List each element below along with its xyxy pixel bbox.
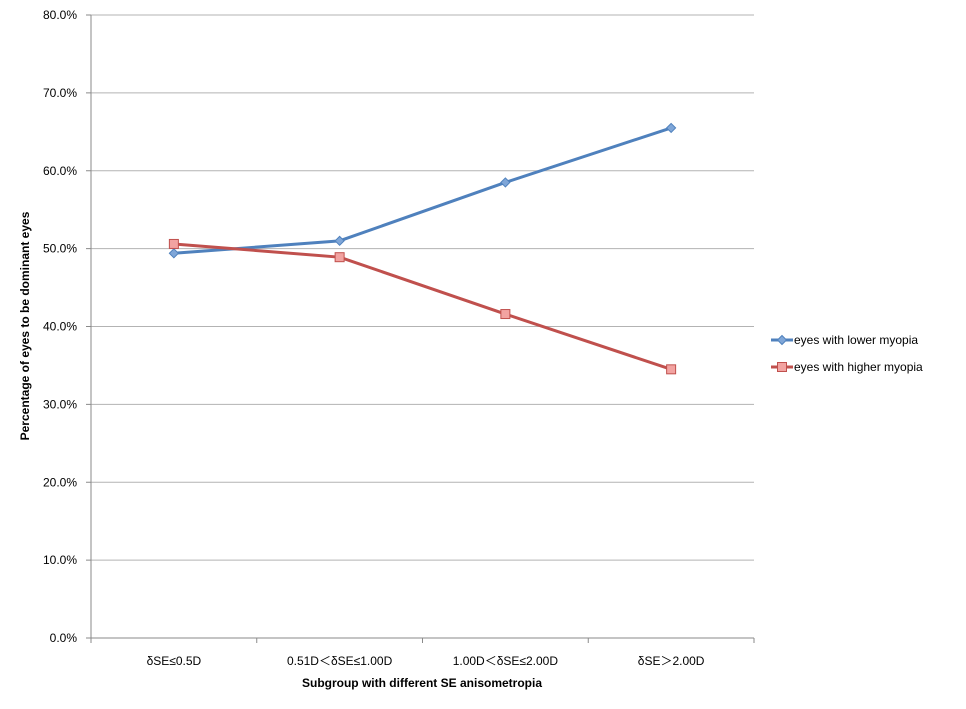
x-tick-labels: δSE≤0.5D 0.51D＜δSE≤1.00D 1.00D＜δSE≤2.00D δS… bbox=[147, 654, 705, 668]
y-tick-label: 0.0% bbox=[50, 631, 78, 645]
data-point bbox=[666, 364, 677, 375]
data-point bbox=[168, 238, 179, 249]
y-tick-labels: 0.0% 10.0% 20.0% 30.0% 40.0% 50.0% 60.0% 70.0% 8… bbox=[43, 8, 77, 645]
y-tick-label: 70.0% bbox=[43, 86, 77, 100]
gridlines bbox=[91, 14, 754, 561]
data-point bbox=[500, 309, 511, 320]
data-point bbox=[665, 122, 677, 134]
x-tick-label: δSE＞2.00D bbox=[638, 654, 705, 668]
legend-item: eyes with lower myopia bbox=[771, 333, 918, 347]
y-tick-label: 20.0% bbox=[43, 475, 77, 489]
x-tick-label: 1.00D＜δSE≤2.00D bbox=[453, 654, 559, 668]
y-tick-label: 10.0% bbox=[43, 553, 77, 567]
data-point bbox=[500, 177, 511, 188]
y-tick-label: 80.0% bbox=[43, 8, 77, 22]
y-tick-label: 30.0% bbox=[43, 397, 77, 411]
y-tick-label: 50.0% bbox=[43, 242, 77, 256]
legend-item: eyes with higher myopia bbox=[771, 360, 923, 374]
series-line-2 bbox=[172, 242, 673, 371]
series-lines bbox=[172, 126, 673, 371]
data-markers bbox=[168, 122, 677, 375]
legend-marker bbox=[777, 362, 787, 372]
data-point bbox=[168, 248, 180, 259]
x-axis-title: Subgroup with different SE anisometropia bbox=[302, 676, 542, 690]
legend-marker bbox=[776, 334, 788, 346]
y-axis-title: Percentage of eyes to be dominant eyes bbox=[18, 211, 32, 440]
axes bbox=[86, 14, 755, 643]
data-point bbox=[334, 235, 345, 247]
legend: eyes with lower myopia eyes with higher m… bbox=[771, 333, 923, 374]
data-point bbox=[334, 252, 345, 263]
y-tick-label: 40.0% bbox=[43, 320, 77, 334]
series-line-1 bbox=[172, 126, 673, 255]
y-tick-label: 60.0% bbox=[43, 164, 77, 178]
x-tick-label: 0.51D＜δSE≤1.00D bbox=[287, 654, 393, 668]
legend-label: eyes with lower myopia bbox=[794, 333, 918, 347]
legend-label: eyes with higher myopia bbox=[794, 360, 923, 374]
x-tick-label: δSE≤0.5D bbox=[147, 654, 202, 668]
